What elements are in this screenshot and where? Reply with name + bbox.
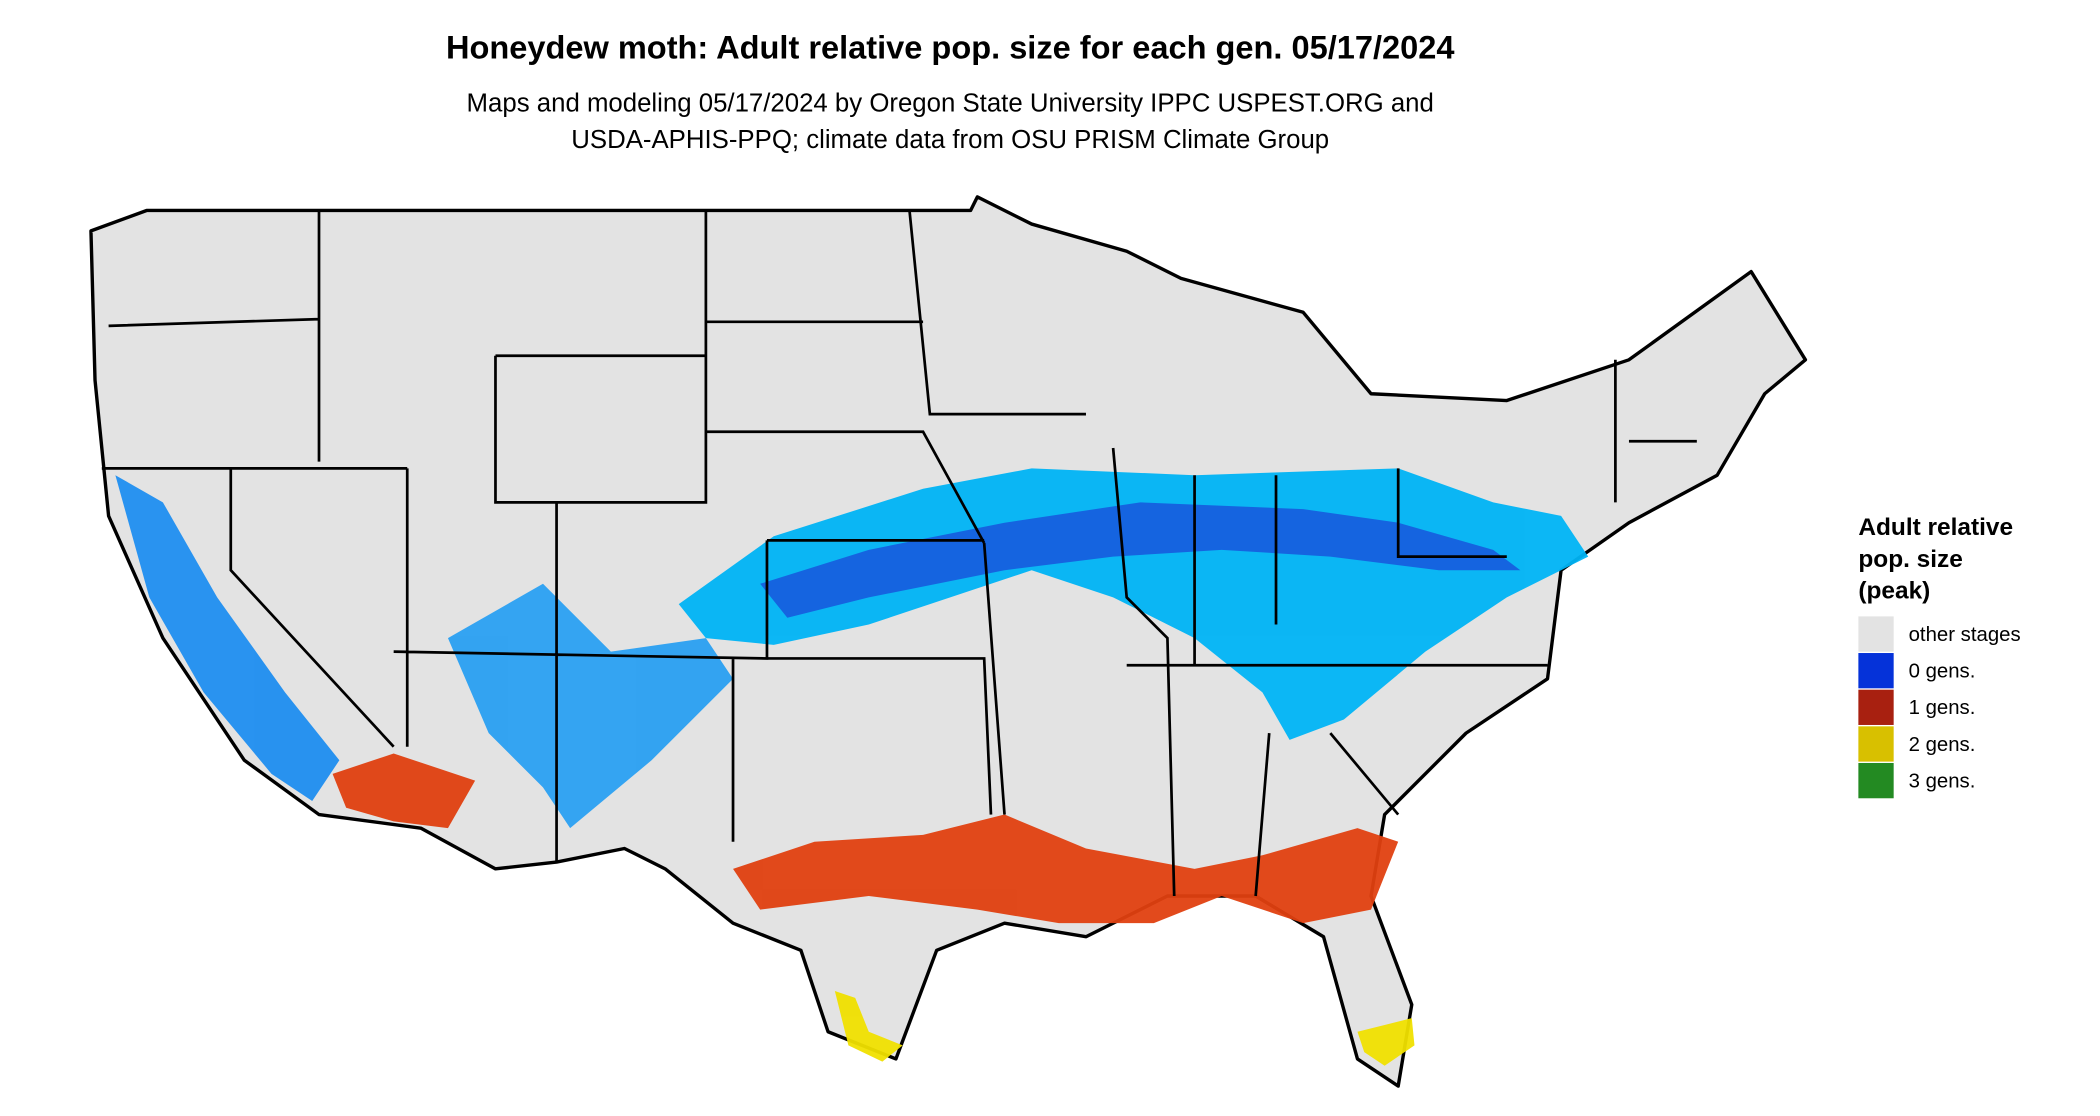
zone-2-gens bbox=[834, 991, 903, 1062]
zone-0-gens-sw bbox=[447, 583, 734, 829]
legend-swatch bbox=[1858, 762, 1894, 799]
zone-1-gens-west bbox=[332, 753, 476, 829]
legend-swatch bbox=[1858, 689, 1894, 725]
state-borders bbox=[101, 210, 1697, 897]
zone-2-gens bbox=[1357, 1018, 1415, 1066]
legend-label: 2 gens. bbox=[1909, 734, 1976, 756]
us-map bbox=[89, 195, 1808, 1088]
subtitle: Maps and modeling 05/17/2024 by Oregon S… bbox=[467, 89, 1434, 117]
subtitle: USDA-APHIS-PPQ; climate data from OSU PR… bbox=[571, 126, 1329, 154]
legend-swatch bbox=[1858, 653, 1894, 689]
legend-label: 3 gens. bbox=[1909, 770, 1976, 792]
legend-label: 0 gens. bbox=[1909, 660, 1976, 682]
legend-swatch bbox=[1858, 616, 1894, 652]
legend-title: (peak) bbox=[1858, 578, 1930, 605]
zone-1-gens bbox=[733, 814, 1399, 924]
legend-label: other stages bbox=[1909, 624, 2021, 646]
zone-0-gens-west bbox=[115, 475, 340, 801]
title: Honeydew moth: Adult relative pop. size … bbox=[446, 29, 1455, 65]
land bbox=[89, 195, 1808, 1088]
legend-label: 1 gens. bbox=[1909, 697, 1976, 719]
legend-title: Adult relative bbox=[1858, 514, 2013, 541]
legend-title: pop. size bbox=[1858, 546, 1963, 573]
legend: Adult relative pop. size (peak) other stage… bbox=[1858, 514, 2021, 799]
zone-0-gens-core bbox=[760, 502, 1521, 618]
legend-swatch bbox=[1858, 726, 1894, 762]
